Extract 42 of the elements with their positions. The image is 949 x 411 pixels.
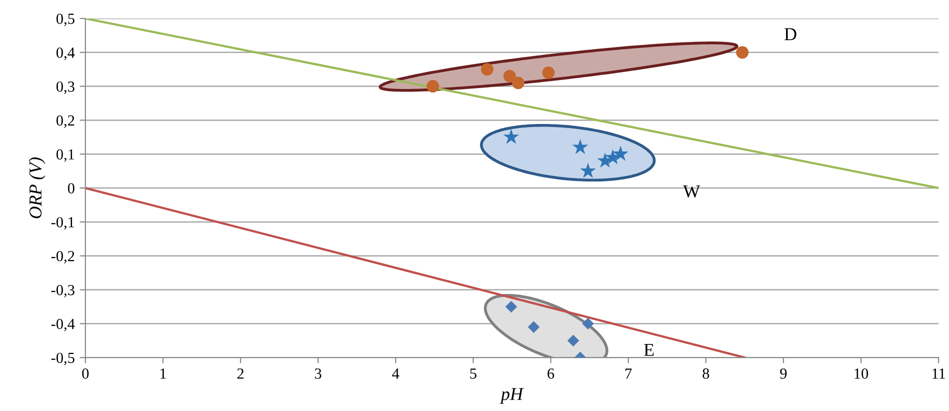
x-tick-label: 9: [780, 368, 787, 379]
x-tick-label: 10: [854, 368, 868, 379]
x-tick-label: 5: [470, 368, 476, 379]
point: [612, 146, 628, 161]
text: D: [784, 28, 796, 40]
text: W: [683, 186, 700, 198]
y-tick-label: 0: [68, 183, 74, 194]
point: [736, 46, 749, 59]
point: [480, 63, 494, 76]
y-tick-label: -0,5: [51, 352, 74, 366]
x-tick-label: 1: [160, 368, 166, 379]
y-tick-label: 0,3: [56, 81, 74, 94]
x-axis-title: pH: [500, 388, 524, 404]
point: [572, 139, 588, 154]
point: [580, 162, 596, 178]
y-tick-label: -0,2: [51, 250, 74, 264]
x-tick-label: 6: [548, 368, 554, 379]
y-tick-label: -0,4: [51, 318, 75, 332]
x-tick-label: 2: [237, 368, 244, 379]
y-tick-label: 0,4: [56, 48, 75, 60]
y-tick-label: -0,3: [51, 284, 74, 298]
x-tick-label: 0: [82, 368, 89, 379]
x-tick-label: 3: [315, 368, 322, 379]
point: [512, 76, 524, 90]
x-tick-label: 8: [702, 368, 710, 379]
point: [567, 334, 580, 347]
point: [528, 321, 540, 333]
point: [503, 128, 520, 144]
y-tick-label: 0,1: [56, 149, 74, 162]
y-axis-title: ORP (V): [28, 157, 46, 218]
point: [426, 80, 440, 93]
y-tick-label: 0,2: [56, 115, 74, 128]
point: [505, 300, 518, 313]
y-tick-label: -0,1: [51, 217, 74, 230]
point: [503, 70, 516, 82]
point: [542, 66, 555, 79]
text: E: [644, 344, 654, 356]
x-tick-label: 11: [932, 368, 945, 379]
x-tick-label: 4: [392, 368, 400, 379]
y-tick-label: 0,5: [56, 14, 74, 26]
point: [582, 318, 594, 330]
x-tick-label: 7: [626, 368, 632, 379]
